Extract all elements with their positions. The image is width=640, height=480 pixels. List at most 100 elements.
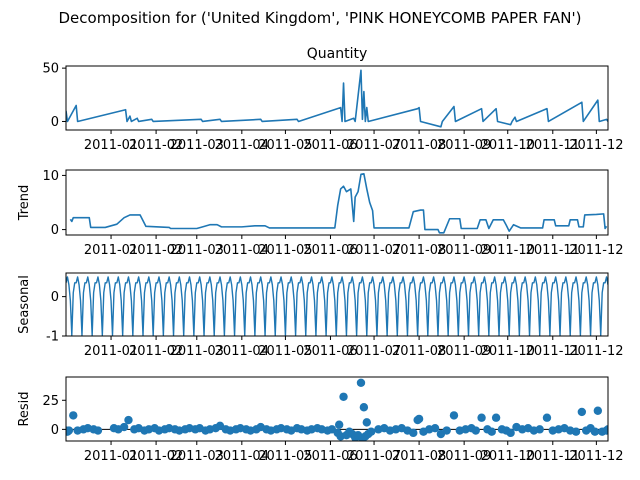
resid-point <box>535 425 544 434</box>
x-tick-label: 2011-04 <box>215 344 269 359</box>
y-tick-label: 0 <box>51 290 59 305</box>
resid-point <box>491 413 501 422</box>
plot-area-4 <box>66 378 608 441</box>
x-tick-label: 2011-08 <box>392 243 446 258</box>
y-axis-label: Seasonal <box>17 275 32 334</box>
plot-area-3 <box>66 276 608 336</box>
resid-point <box>571 427 581 436</box>
axes-frame-1 <box>65 65 609 131</box>
x-tick-label: 2011-11 <box>526 449 580 464</box>
x-tick-label: 2011-10 <box>481 243 535 258</box>
x-tick-label: 2011-07 <box>347 449 401 464</box>
resid-point <box>66 426 74 435</box>
y-tick-label: 10 <box>42 169 59 184</box>
x-tick-label: 2011-07 <box>347 344 401 359</box>
x-tick-label: 2011-05 <box>258 344 312 359</box>
panel-1: 0502011-012011-022011-032011-042011-0520… <box>42 46 623 153</box>
resid-point <box>69 411 78 420</box>
x-tick-label: 2011-10 <box>481 344 535 359</box>
resid-point <box>590 427 600 436</box>
y-tick-label: 0 <box>51 223 59 238</box>
panel-4: 0252011-012011-022011-032011-042011-0520… <box>17 376 624 464</box>
x-tick-label: 2011-05 <box>258 449 312 464</box>
y-tick-label: 25 <box>42 394 59 409</box>
x-tick-label: 2011-06 <box>303 243 357 258</box>
resid-point <box>124 415 133 425</box>
x-tick-label: 2011-09 <box>437 243 491 258</box>
resid-point <box>334 420 344 429</box>
panel-3: -102011-012011-022011-032011-042011-0520… <box>17 272 624 359</box>
y-tick-label: 50 <box>42 62 59 77</box>
resid-point <box>449 411 459 420</box>
panel-2: 0102011-012011-022011-032011-042011-0520… <box>17 169 624 258</box>
seasonal-line <box>66 276 608 336</box>
x-tick-label: 2011-08 <box>392 138 446 153</box>
x-tick-label: 2011-11 <box>526 138 580 153</box>
x-tick-label: 2011-06 <box>303 138 357 153</box>
resid-point <box>577 407 587 417</box>
resid-point <box>356 378 366 388</box>
x-tick-label: 2011-05 <box>258 243 312 258</box>
x-tick-label: 2011-09 <box>437 138 491 153</box>
x-tick-label: 2011-03 <box>170 449 224 464</box>
resid-point <box>603 425 608 434</box>
resid-point <box>430 424 440 433</box>
x-tick-label: 2011-01 <box>84 449 138 464</box>
resid-point <box>477 413 486 422</box>
resid-point <box>471 426 480 435</box>
resid-point <box>366 427 376 436</box>
x-tick-label: 2011-03 <box>170 243 224 258</box>
y-tick-label: 0 <box>51 423 59 438</box>
x-tick-label: 2011-02 <box>129 344 183 359</box>
x-tick-label: 2011-06 <box>303 344 357 359</box>
x-tick-label: 2011-07 <box>347 243 401 258</box>
x-tick-label: 2011-08 <box>392 344 446 359</box>
x-tick-label: 2011-06 <box>303 449 357 464</box>
series-line-2 <box>69 172 608 234</box>
resid-point <box>414 414 424 424</box>
resid-point <box>362 418 371 427</box>
x-tick-label: 2011-04 <box>215 449 269 464</box>
x-tick-label: 2011-01 <box>84 243 138 258</box>
x-tick-label: 2011-04 <box>215 138 269 153</box>
y-tick-label: 0 <box>51 115 59 130</box>
x-tick-label: 2011-12 <box>569 449 623 464</box>
resid-point <box>119 422 129 432</box>
x-tick-label: 2011-10 <box>481 449 535 464</box>
x-tick-label: 2011-11 <box>526 344 580 359</box>
x-tick-label: 2011-09 <box>437 344 491 359</box>
x-tick-label: 2011-05 <box>258 138 312 153</box>
x-tick-label: 2011-09 <box>437 449 491 464</box>
resid-point <box>487 427 496 436</box>
x-tick-label: 2011-01 <box>84 138 138 153</box>
x-tick-label: 2011-12 <box>569 243 623 258</box>
resid-point <box>442 426 451 435</box>
x-tick-label: 2011-11 <box>526 243 580 258</box>
axes-frame-3 <box>65 272 609 337</box>
x-tick-label: 2011-12 <box>569 138 623 153</box>
y-axis-label: Trend <box>17 185 32 222</box>
plot-area-1 <box>66 69 608 128</box>
x-tick-label: 2011-01 <box>84 344 138 359</box>
x-tick-label: 2011-03 <box>170 138 224 153</box>
resid-point <box>339 392 348 401</box>
resid-point <box>409 428 418 438</box>
x-tick-label: 2011-02 <box>129 138 183 153</box>
y-axis-label: Resid <box>17 391 32 426</box>
figure-suptitle: Decomposition for ('United Kingdom', 'PI… <box>58 9 581 27</box>
axes-frame-4 <box>65 376 609 442</box>
x-tick-label: 2011-04 <box>215 243 269 258</box>
resid-point <box>593 406 603 415</box>
x-tick-label: 2011-02 <box>129 243 183 258</box>
resid-point <box>359 403 369 412</box>
plot-area-2 <box>69 172 608 234</box>
x-tick-label: 2011-10 <box>481 138 535 153</box>
x-tick-label: 2011-08 <box>392 449 446 464</box>
resid-point <box>93 426 103 435</box>
resid-point <box>542 413 552 422</box>
panels-group: 0502011-012011-022011-032011-042011-0520… <box>17 46 624 464</box>
axes-frame-2 <box>65 169 609 236</box>
x-tick-label: 2011-07 <box>347 138 401 153</box>
